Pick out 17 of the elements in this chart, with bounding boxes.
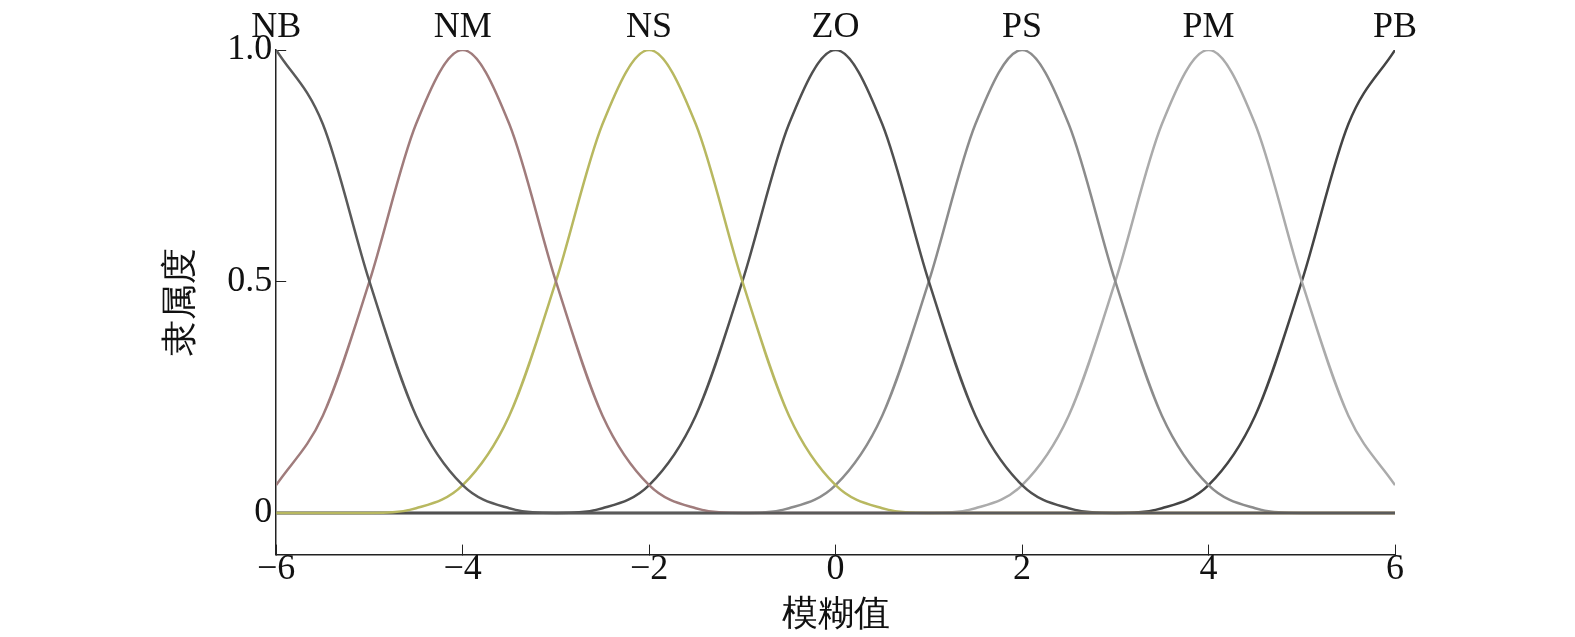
- x-tick-label: 4: [1199, 546, 1218, 587]
- series-label: ZO: [811, 5, 860, 46]
- x-tick-label: 0: [826, 546, 845, 587]
- x-tick-label: −4: [443, 546, 482, 587]
- series-label: NS: [626, 5, 673, 46]
- series-label: NM: [433, 5, 492, 46]
- y-tick-label: 0: [254, 490, 273, 531]
- series-label: PS: [1002, 5, 1043, 46]
- series-label: PB: [1372, 5, 1418, 46]
- x-axis-title: 模糊值: [781, 592, 890, 633]
- series-label: PM: [1182, 5, 1235, 46]
- y-axis-title: 隶属度: [159, 248, 200, 357]
- x-tick-label: 2: [1013, 546, 1032, 587]
- y-tick-label: 0.5: [227, 258, 273, 299]
- x-tick-label: −6: [257, 546, 296, 587]
- x-tick-label: −2: [629, 546, 669, 587]
- x-tick-label: 6: [1386, 546, 1404, 587]
